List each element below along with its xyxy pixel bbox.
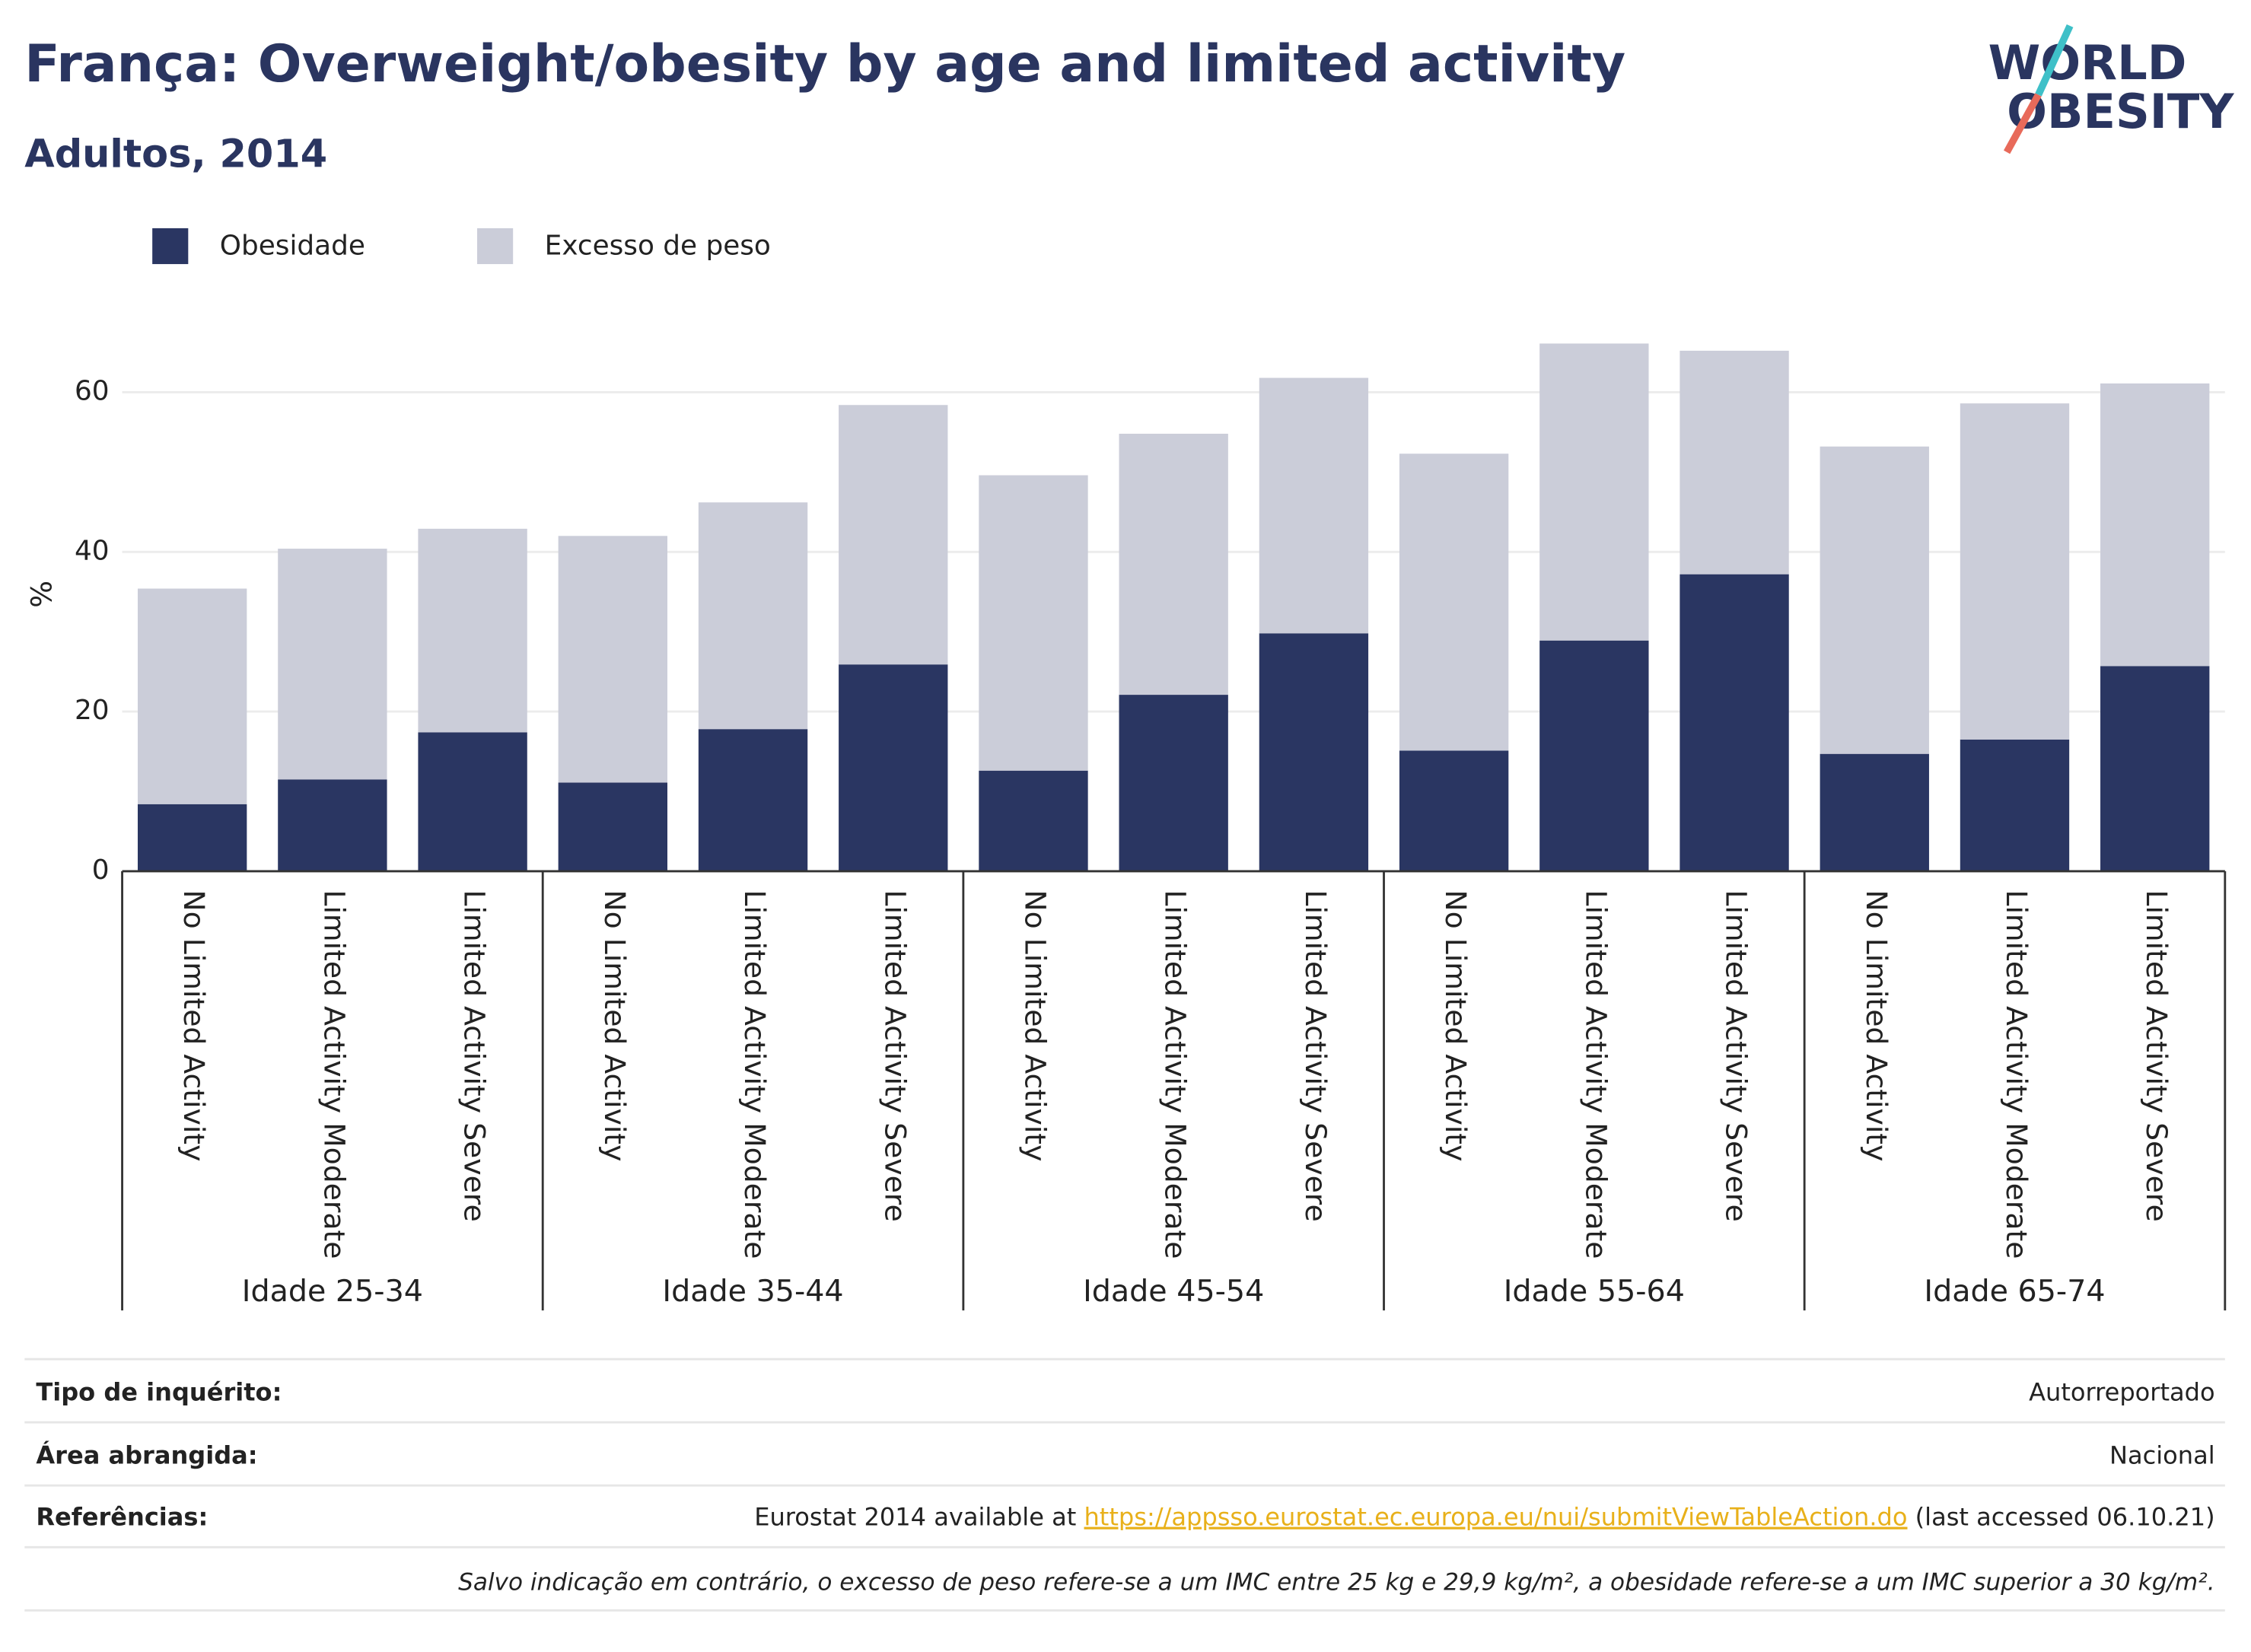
bar-segment <box>979 770 1088 871</box>
x-tick-label: No Limited Activity <box>598 890 632 1161</box>
footer-value: Autorreportado <box>2029 1377 2214 1406</box>
group-label: Idade 55-64 <box>1504 1274 1685 1309</box>
bar-segment <box>1539 640 1649 871</box>
bar-segment <box>1820 753 1929 871</box>
bar-segment <box>558 536 667 783</box>
bar-segment <box>979 475 1088 771</box>
x-tick-label: No Limited Activity <box>1018 890 1052 1161</box>
bar-segment <box>839 405 948 665</box>
x-tick-label: Limited Activity Moderate <box>1159 890 1192 1259</box>
x-tick-label: Limited Activity Moderate <box>1579 890 1613 1259</box>
legend-swatch <box>152 228 189 265</box>
footer-label: Referências: <box>36 1503 208 1532</box>
x-tick-label: Limited Activity Moderate <box>317 890 351 1259</box>
y-tick-label: 60 <box>75 375 110 406</box>
bar-segment <box>278 549 387 780</box>
bar-segment <box>1119 434 1228 695</box>
bar-segment <box>1679 350 1789 575</box>
logo-slash <box>2035 24 2074 97</box>
logo-slash <box>2003 93 2042 154</box>
footer-label: Tipo de inquérito: <box>36 1377 282 1406</box>
x-tick-label: Limited Activity Severe <box>1720 890 1753 1221</box>
bar-segment <box>2100 383 2210 667</box>
y-tick-label: 0 <box>92 855 110 886</box>
footer-label: Área abrangida: <box>36 1440 257 1469</box>
bar-segment <box>698 729 808 871</box>
bar-segment <box>1820 446 1929 754</box>
bar-segment <box>1399 454 1509 751</box>
footer-text: Nacional <box>2109 1440 2215 1469</box>
x-tick-label: No Limited Activity <box>1439 890 1473 1161</box>
chart-title: França: Overweight/obesity by age and li… <box>24 34 1625 94</box>
bar-segment <box>839 664 948 871</box>
logo-text: WORLD <box>1988 35 2187 91</box>
x-tick-label: No Limited Activity <box>177 890 211 1161</box>
bar-segment <box>1119 695 1228 871</box>
bar-segment <box>418 732 527 871</box>
x-tick-label: Limited Activity Severe <box>878 890 912 1221</box>
group-label: Idade 35-44 <box>662 1274 843 1309</box>
footer-text: (last accessed 06.10.21) <box>1907 1503 2214 1532</box>
bar-segment <box>558 782 667 871</box>
group-label: Idade 65-74 <box>1924 1274 2105 1309</box>
footer-link: https://appsso.eurostat.ec.europa.eu/nui… <box>1084 1503 1908 1532</box>
bar-segment <box>2100 666 2210 871</box>
legend-label: Excesso de peso <box>545 230 771 261</box>
bar-segment <box>1259 377 1369 634</box>
x-tick-label: Limited Activity Severe <box>2140 890 2173 1221</box>
logo-text: OBESITY <box>2007 84 2234 139</box>
bar-segment <box>1960 403 2070 740</box>
logo: WORLD OBESITY <box>1988 24 2234 154</box>
y-tick-label: 40 <box>75 535 110 566</box>
y-tick-label: 20 <box>75 695 110 726</box>
legend-label: Obesidade <box>220 230 365 261</box>
bar-segment <box>698 502 808 730</box>
x-tick-label: Limited Activity Severe <box>458 890 492 1221</box>
footer-value: Nacional <box>2109 1440 2215 1469</box>
group-label: Idade 45-54 <box>1083 1274 1264 1309</box>
bar-segment <box>1679 574 1789 871</box>
footer-text: Eurostat 2014 available at <box>754 1503 1084 1532</box>
group-label: Idade 25-34 <box>242 1274 423 1309</box>
bar-segment <box>418 528 527 733</box>
bar-segment <box>278 779 387 871</box>
bar-segment <box>1539 343 1649 641</box>
footer-value: Eurostat 2014 available at https://appss… <box>754 1503 2214 1532</box>
bar-segment <box>1399 750 1509 871</box>
x-tick-label: Limited Activity Moderate <box>738 890 772 1259</box>
footer-note: Salvo indicação em contrário, o excesso … <box>458 1568 2215 1596</box>
x-tick-label: Limited Activity Severe <box>1299 890 1332 1221</box>
chart-subtitle: Adultos, 2014 <box>24 132 327 177</box>
legend-swatch <box>477 228 514 265</box>
bar-segment <box>1960 739 2070 871</box>
x-tick-label: Limited Activity Moderate <box>2000 890 2033 1259</box>
bar-segment <box>137 804 247 871</box>
x-tick-label: No Limited Activity <box>1860 890 1893 1161</box>
footer-text: Autorreportado <box>2029 1377 2214 1406</box>
y-axis-label: % <box>24 581 58 608</box>
bar-segment <box>1259 633 1369 871</box>
bar-segment <box>137 588 247 804</box>
